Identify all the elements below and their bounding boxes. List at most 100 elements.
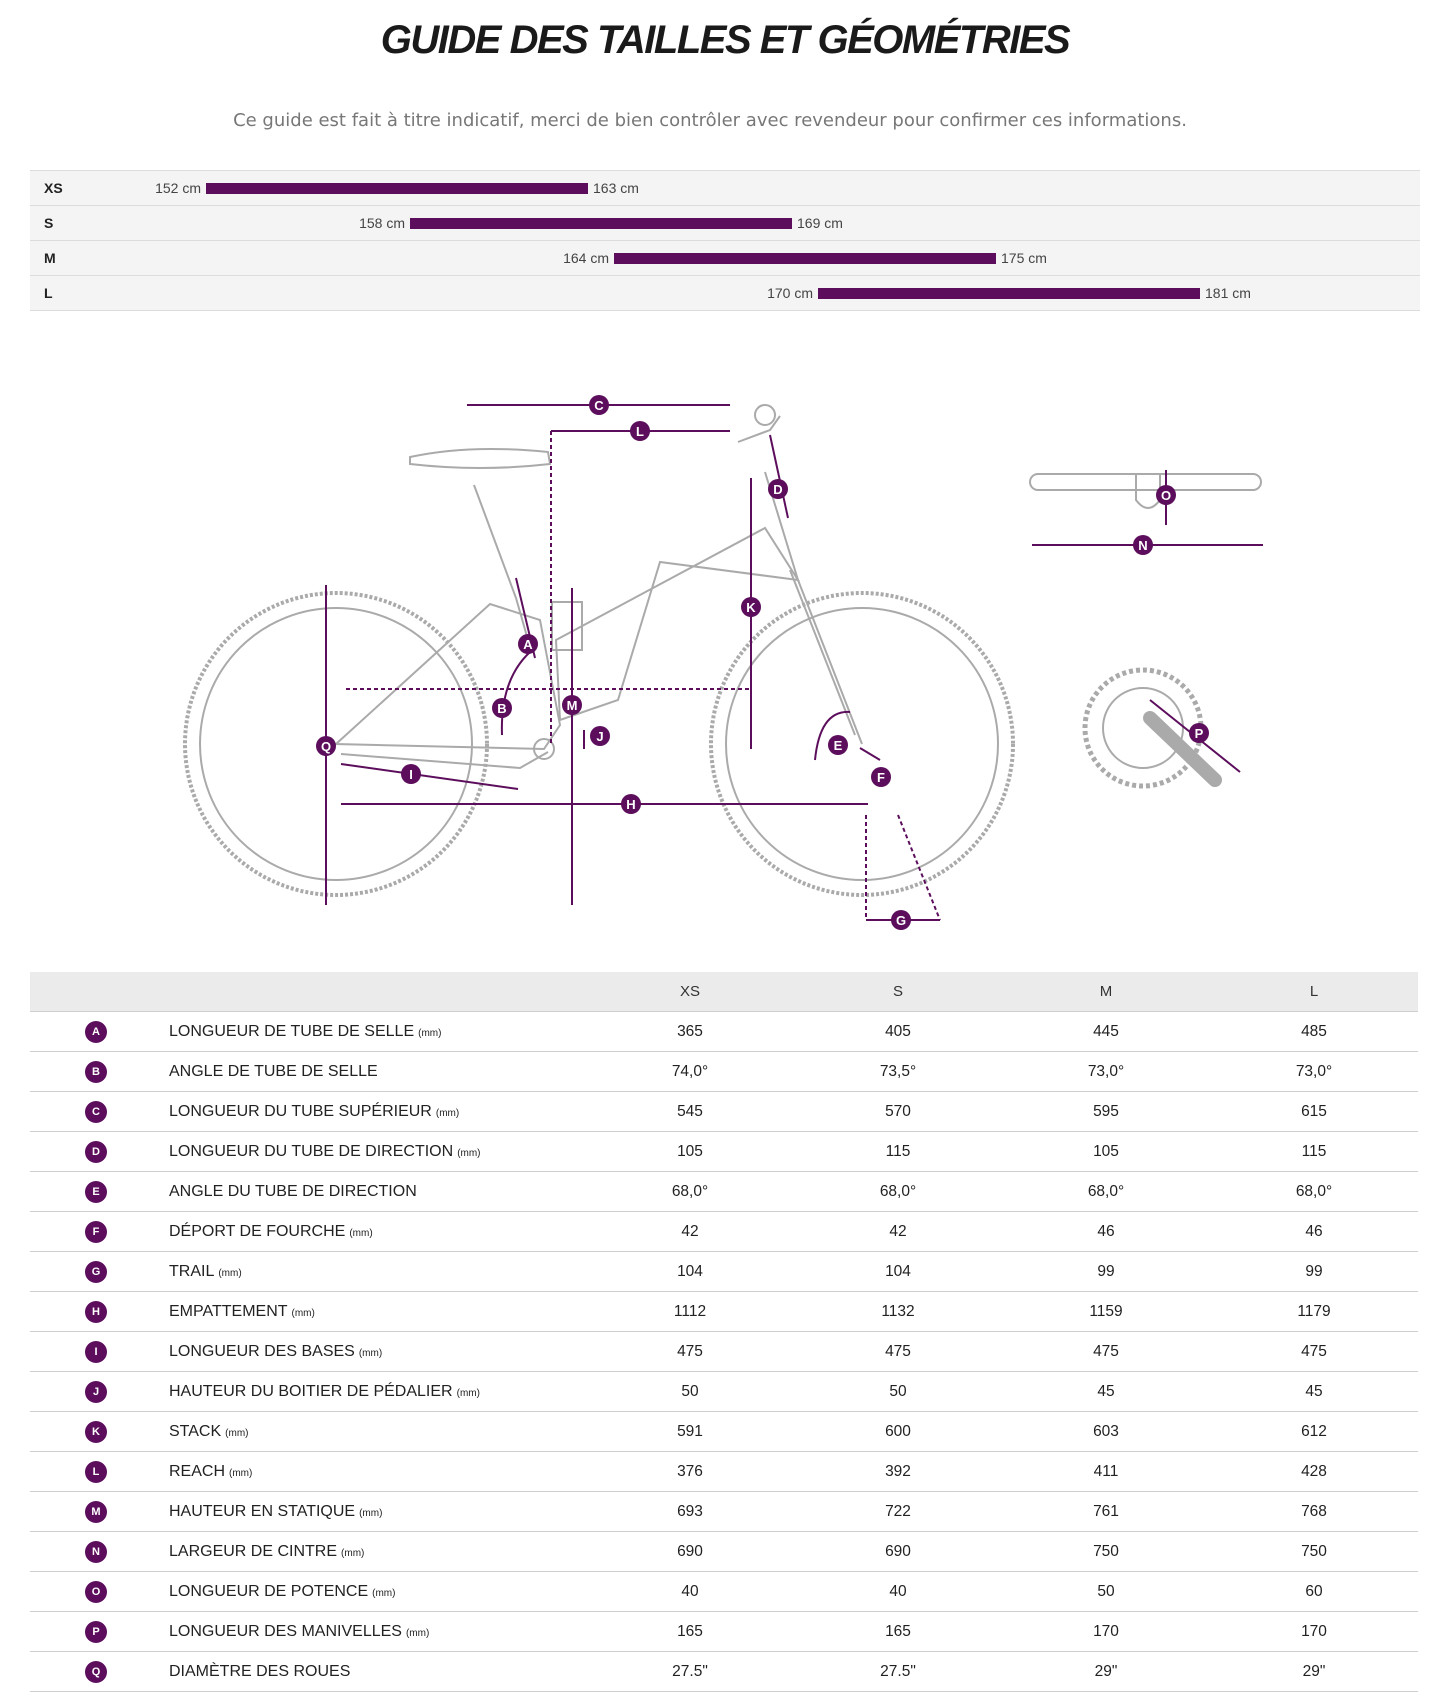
size-label: S (44, 215, 54, 231)
badge: K (741, 597, 761, 617)
letter-cell: M (30, 1491, 168, 1532)
badge-letter: J (596, 729, 603, 744)
value-cell: 46 (1210, 1211, 1418, 1252)
size-label: XS (44, 180, 63, 196)
measure-unit: (mm) (229, 1467, 253, 1479)
badge-letter: G (896, 913, 906, 928)
measure-unit: (mm) (341, 1547, 365, 1559)
badge: J (590, 726, 610, 746)
badge: G (891, 910, 911, 930)
badge-letter: K (746, 600, 756, 615)
letter-badge: M (85, 1500, 107, 1523)
badge-letter: F (877, 770, 885, 785)
measure-unit: (mm) (225, 1427, 249, 1439)
value-cell: 475 (794, 1331, 1002, 1372)
value-cell: 40 (586, 1571, 794, 1612)
value-cell: 73,0° (1210, 1051, 1418, 1092)
label-cell: LONGUEUR DES BASES (mm) (168, 1331, 586, 1372)
subtitle: Ce guide est fait à titre indicatif, mer… (233, 110, 1187, 131)
label-cell: LONGUEUR DU TUBE DE DIRECTION (mm) (168, 1131, 586, 1172)
label-cell: LONGUEUR DU TUBE SUPÉRIEUR (mm) (168, 1091, 586, 1132)
value-cell: 99 (1002, 1251, 1210, 1292)
measure-label: ANGLE DE TUBE DE SELLE (169, 1062, 378, 1080)
measure-label: HAUTEUR DU BOITIER DE PÉDALIER (169, 1382, 453, 1400)
value-cell: 50 (1002, 1571, 1210, 1612)
badge: I (401, 764, 421, 784)
value-cell: 45 (1002, 1371, 1210, 1412)
column-header: L (1210, 972, 1418, 1012)
badge-letter: Q (321, 739, 331, 754)
value-cell: 722 (794, 1491, 1002, 1532)
header-cell (30, 972, 168, 1012)
label-cell: HAUTEUR EN STATIQUE (mm) (168, 1491, 586, 1532)
measure-label: LONGUEUR DE POTENCE (169, 1582, 369, 1600)
value-cell: 68,0° (586, 1171, 794, 1212)
measure-unit: (mm) (359, 1507, 383, 1519)
badge-letter: M (567, 698, 578, 713)
value-cell: 1112 (586, 1291, 794, 1332)
size-range-bar (614, 253, 996, 264)
value-cell: 170 (1210, 1611, 1418, 1652)
table-row: C LONGUEUR DU TUBE SUPÉRIEUR (mm) 545 570 595… (30, 1091, 1418, 1132)
column-header: S (794, 972, 1002, 1012)
size-range-bar (410, 218, 792, 229)
badge: Q (316, 736, 336, 756)
letter-cell: E (30, 1171, 168, 1212)
letter-badge: O (85, 1580, 107, 1603)
size-min: 158 cm (359, 215, 405, 231)
value-cell: 50 (586, 1371, 794, 1412)
badge-letter: A (523, 637, 533, 652)
size-row: L 170 cm 181 cm (30, 275, 1420, 311)
label-cell: DIAMÈTRE DES ROUES (168, 1651, 586, 1692)
badge: C (589, 395, 609, 415)
measure-unit: (mm) (456, 1387, 480, 1399)
value-cell: 40 (794, 1571, 1002, 1612)
value-cell: 612 (1210, 1411, 1418, 1452)
size-row: M 164 cm 175 cm (30, 240, 1420, 275)
value-cell: 750 (1210, 1531, 1418, 1572)
size-max: 163 cm (593, 180, 639, 196)
value-cell: 104 (586, 1251, 794, 1292)
table-row: M HAUTEUR EN STATIQUE (mm) 693 722 761 768 (30, 1491, 1418, 1532)
value-cell: 615 (1210, 1091, 1418, 1132)
measure-label: DÉPORT DE FOURCHE (169, 1222, 346, 1240)
size-max: 169 cm (797, 215, 843, 231)
letter-badge: P (85, 1620, 107, 1643)
letter-cell: P (30, 1611, 168, 1652)
measure-label: HAUTEUR EN STATIQUE (169, 1502, 356, 1520)
value-cell: 591 (586, 1411, 794, 1452)
letter-badge: F (85, 1220, 107, 1243)
table-row: P LONGUEUR DES MANIVELLES (mm) 165 165 170 170 (30, 1611, 1418, 1652)
value-cell: 45 (1210, 1371, 1418, 1412)
badge: B (492, 698, 512, 718)
letter-badge: K (85, 1420, 107, 1443)
value-cell: 405 (794, 1011, 1002, 1052)
value-cell: 165 (794, 1611, 1002, 1652)
table-row: A LONGUEUR DE TUBE DE SELLE (mm) 365 405 445 4… (30, 1011, 1418, 1052)
size-label: L (44, 285, 53, 301)
diagram-badges: C L D K A B M J E F Q I H G O N P (316, 395, 1209, 930)
measure-label: LONGUEUR DES BASES (169, 1342, 355, 1360)
table-body: A LONGUEUR DE TUBE DE SELLE (mm) 365 405 445 4… (30, 1011, 1418, 1692)
value-cell: 115 (1210, 1131, 1418, 1172)
value-cell: 115 (794, 1131, 1002, 1172)
size-label: M (44, 250, 56, 266)
label-cell: DÉPORT DE FOURCHE (mm) (168, 1211, 586, 1252)
table-row: F DÉPORT DE FOURCHE (mm) 42 42 46 46 (30, 1211, 1418, 1252)
value-cell: 68,0° (1210, 1171, 1418, 1212)
table-row: E ANGLE DU TUBE DE DIRECTION 68,0° 68,0° 68,… (30, 1171, 1418, 1212)
table-row: N LARGEUR DE CINTRE (mm) 690 690 750 750 (30, 1531, 1418, 1572)
value-cell: 768 (1210, 1491, 1418, 1532)
badge-letter: N (1138, 538, 1147, 553)
letter-cell: L (30, 1451, 168, 1492)
label-cell: EMPATTEMENT (mm) (168, 1291, 586, 1332)
measure-lines (325, 404, 1263, 921)
value-cell: 365 (586, 1011, 794, 1052)
table-row: B ANGLE DE TUBE DE SELLE 74,0° 73,5° 73,0° 73… (30, 1051, 1418, 1092)
table-row: L REACH (mm) 376 392 411 428 (30, 1451, 1418, 1492)
value-cell: 750 (1002, 1531, 1210, 1572)
value-cell: 693 (586, 1491, 794, 1532)
column-header: M (1002, 972, 1210, 1012)
measure-unit: (mm) (405, 1627, 430, 1639)
